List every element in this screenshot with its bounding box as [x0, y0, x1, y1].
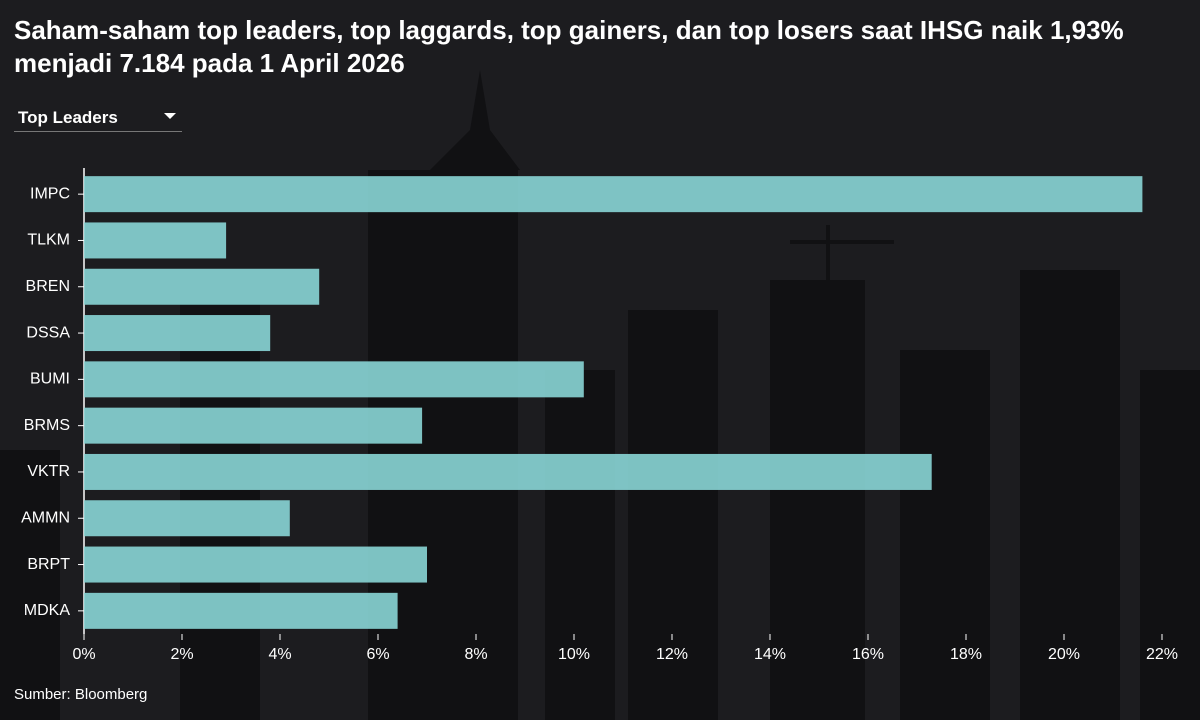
y-tick-label: VKTR	[27, 463, 70, 480]
y-tick-label: AMMN	[21, 509, 70, 526]
x-tick-label: 8%	[464, 646, 487, 663]
chart-title: Saham-saham top leaders, top laggards, t…	[14, 15, 1124, 78]
y-tick-label: BRMS	[24, 417, 70, 434]
x-tick-label: 0%	[72, 646, 95, 663]
bar	[84, 407, 423, 444]
x-tick-label: 16%	[852, 646, 884, 663]
bar	[84, 546, 427, 583]
x-tick-label: 2%	[170, 646, 193, 663]
source-note: Sumber: Bloomberg	[14, 686, 148, 703]
x-tick-label: 4%	[268, 646, 291, 663]
bar	[84, 361, 584, 398]
y-tick-label: DSSA	[26, 324, 70, 341]
dropdown[interactable]: Top Leaders	[14, 104, 182, 132]
bar	[84, 176, 1143, 213]
y-tick-label: BREN	[26, 278, 70, 295]
bar	[84, 500, 290, 537]
x-tick-label: 6%	[366, 646, 389, 663]
x-tick-label: 20%	[1048, 646, 1080, 663]
x-tick-label: 22%	[1146, 646, 1178, 663]
bar	[84, 592, 398, 629]
x-tick-label: 14%	[754, 646, 786, 663]
bar	[84, 453, 932, 490]
y-tick-label: TLKM	[27, 232, 70, 249]
y-tick-label: BUMI	[30, 371, 70, 388]
x-tick-label: 10%	[558, 646, 590, 663]
x-tick-label: 18%	[950, 646, 982, 663]
bar	[84, 315, 271, 352]
y-tick-label: IMPC	[30, 185, 70, 202]
y-tick-label: MDKA	[24, 602, 71, 619]
bar	[84, 268, 320, 305]
y-tick-label: BRPT	[27, 556, 70, 573]
dropdown-label: Top Leaders	[18, 107, 118, 127]
bar	[84, 222, 227, 259]
x-tick-label: 12%	[656, 646, 688, 663]
